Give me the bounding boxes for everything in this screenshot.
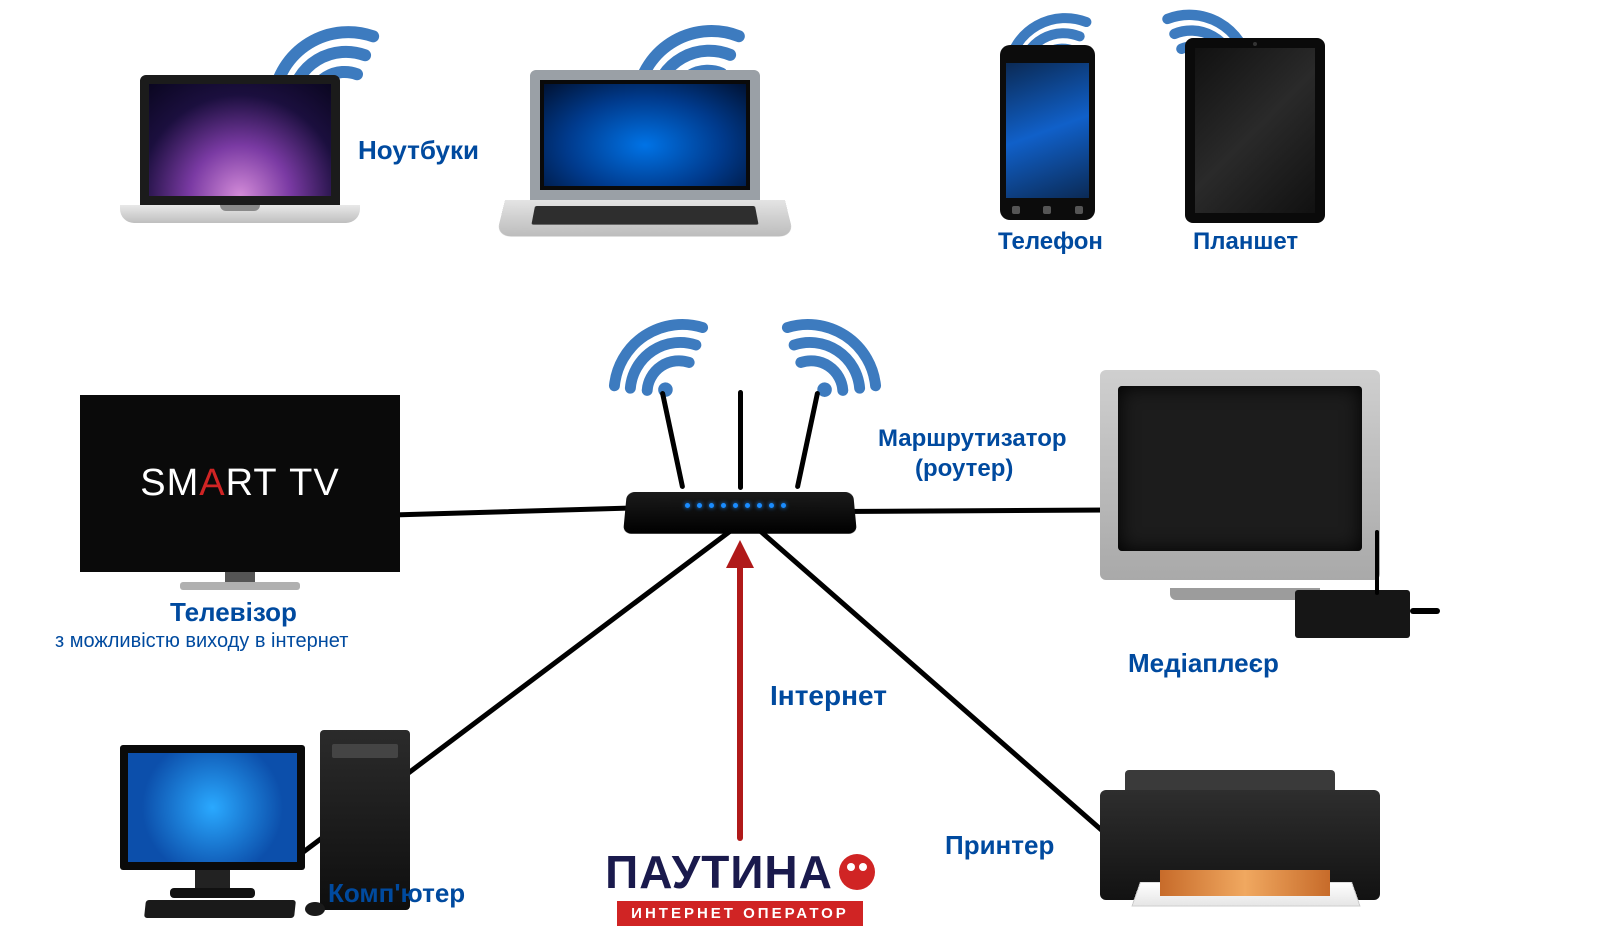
label-tablet: Планшет: [1193, 228, 1298, 256]
isp-logo: ПАУТИНА ИНТЕРНЕТ ОПЕРАТОР: [585, 845, 895, 926]
label-internet: Інтернет: [770, 680, 887, 712]
diagram-stage: { "colors": { "label_text": "#004a9f", "…: [0, 0, 1600, 943]
printer: [1100, 770, 1400, 920]
label-mediaplayer: Медіаплеєр: [1128, 648, 1279, 679]
logo-brand-text: ПАУТИНА: [605, 845, 833, 899]
smart-tv: SMART TV: [80, 395, 400, 590]
logo-mascot-icon: [839, 854, 875, 890]
router: [625, 445, 855, 540]
label-router-1: Маршрутизатор: [878, 425, 1067, 453]
laptop-macbook: [120, 75, 360, 250]
crt-monitor: [1100, 370, 1390, 600]
label-router-2: (роутер): [915, 455, 1013, 483]
laptop-pc: [505, 70, 785, 255]
tablet: [1185, 38, 1325, 223]
monitor-cable: [1375, 530, 1379, 595]
wifi-icon: [769, 290, 902, 406]
label-tv-sub: з можливістю виходу в інтернет: [55, 630, 348, 653]
label-laptops: Ноутбуки: [358, 135, 479, 166]
label-printer: Принтер: [945, 830, 1054, 861]
label-tv-title: Телевізор: [170, 597, 297, 628]
logo-tagline: ИНТЕРНЕТ ОПЕРАТОР: [617, 901, 863, 926]
label-computer: Комп'ютер: [328, 878, 465, 909]
wifi-icon: [589, 290, 722, 406]
smart-tv-screen-text: SMART TV: [80, 395, 400, 572]
label-phone: Телефон: [998, 228, 1103, 256]
media-player-box: [1295, 590, 1410, 638]
smartphone: [1000, 45, 1095, 220]
